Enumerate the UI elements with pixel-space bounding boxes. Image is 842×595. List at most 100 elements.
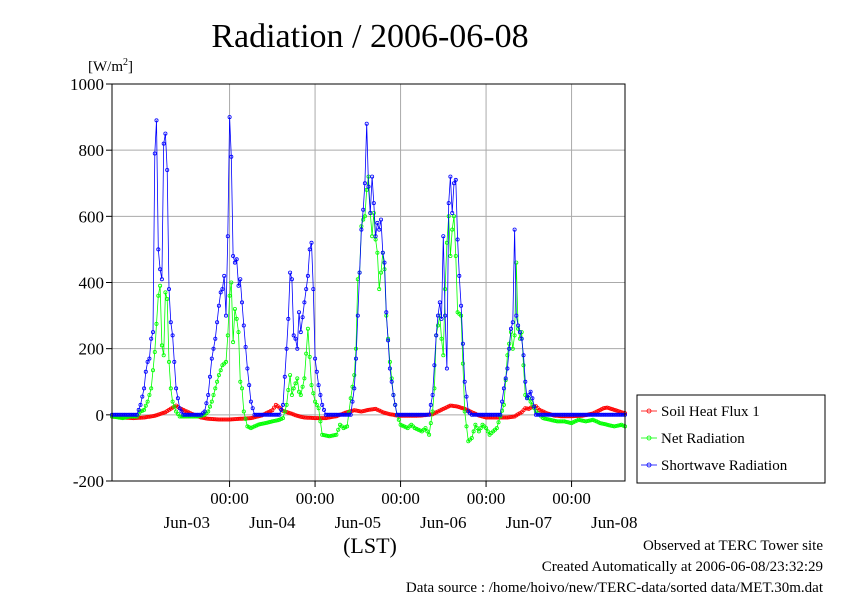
data-point <box>179 409 184 414</box>
data-point <box>273 418 278 423</box>
data-point <box>427 412 432 417</box>
series-net-radiation <box>110 174 628 444</box>
data-point <box>191 412 196 417</box>
y-axis-label: [W/m2] <box>88 57 133 75</box>
data-point <box>309 415 314 420</box>
data-point <box>170 333 175 338</box>
data-point <box>257 422 262 427</box>
data-point <box>174 409 179 414</box>
data-point <box>159 277 164 282</box>
data-point <box>494 426 499 431</box>
data-point <box>362 181 367 186</box>
data-point <box>457 273 462 278</box>
data-point <box>544 416 549 421</box>
data-point <box>553 418 558 423</box>
data-point <box>450 403 455 408</box>
y-axis-label-sup: 2 <box>123 57 128 68</box>
data-point <box>389 412 394 417</box>
data-point <box>288 373 293 378</box>
data-point <box>307 247 312 252</box>
x-date-label: Jun-06 <box>420 513 466 532</box>
data-point <box>548 417 553 422</box>
y-tick-label: 200 <box>79 340 105 359</box>
data-point <box>149 336 154 341</box>
data-point <box>311 391 316 396</box>
data-point <box>448 253 453 258</box>
data-point <box>225 234 230 239</box>
data-point <box>298 330 303 335</box>
data-point <box>327 434 332 439</box>
data-point <box>158 283 163 288</box>
data-point <box>159 411 164 416</box>
data-point <box>485 429 490 434</box>
data-point <box>150 368 155 373</box>
data-point <box>232 260 237 265</box>
data-point <box>140 394 145 399</box>
data-point <box>296 310 301 315</box>
data-point <box>530 396 535 401</box>
data-point <box>391 392 396 397</box>
data-point <box>321 407 326 412</box>
data-point <box>532 404 537 409</box>
data-point <box>275 418 280 423</box>
data-point <box>302 376 307 381</box>
data-point <box>352 386 357 391</box>
data-point <box>471 429 476 434</box>
data-point <box>580 418 585 423</box>
data-point <box>213 336 218 341</box>
y-tick-label: -200 <box>73 472 104 491</box>
data-point <box>380 250 385 255</box>
data-point <box>147 414 152 419</box>
data-point <box>193 412 198 417</box>
data-point <box>136 407 141 412</box>
data-point <box>423 426 428 431</box>
data-point <box>209 356 214 361</box>
data-point <box>450 210 455 215</box>
data-point <box>516 323 521 328</box>
data-point <box>220 417 225 422</box>
data-point <box>211 392 216 397</box>
data-point <box>288 270 293 275</box>
legend: Soil Heat Flux 1 Net Radiation Shortwave R… <box>636 394 826 484</box>
data-point <box>177 406 182 411</box>
data-point <box>525 406 530 411</box>
data-point <box>216 373 221 378</box>
data-point <box>427 432 432 437</box>
data-point <box>138 402 143 407</box>
legend-swatch-marker <box>646 408 652 414</box>
data-point <box>393 402 398 407</box>
y-tick-label: 400 <box>79 274 105 293</box>
legend-swatch-marker <box>646 435 652 441</box>
data-point <box>289 392 294 397</box>
data-point <box>457 405 462 410</box>
data-point <box>288 411 293 416</box>
data-point <box>304 351 309 356</box>
data-point <box>161 353 166 358</box>
data-point <box>216 303 221 308</box>
data-point <box>232 306 237 311</box>
data-point <box>334 432 339 437</box>
data-point <box>320 402 325 407</box>
y-tick-label: 0 <box>96 406 105 425</box>
data-point <box>298 414 303 419</box>
data-point <box>289 411 294 416</box>
data-point <box>154 321 159 326</box>
plot-frame <box>111 83 626 482</box>
data-point <box>386 338 391 343</box>
data-point <box>259 421 264 426</box>
data-point <box>204 416 209 421</box>
data-point <box>305 326 310 331</box>
data-point <box>599 421 604 426</box>
data-point <box>220 287 225 292</box>
data-point <box>293 336 298 341</box>
data-point <box>154 413 159 418</box>
data-point <box>307 415 312 420</box>
y-tick-label: 1000 <box>70 75 104 94</box>
legend-box <box>636 394 826 484</box>
data-point <box>437 300 442 305</box>
data-point <box>182 412 187 417</box>
data-point <box>286 387 291 392</box>
data-point <box>291 386 296 391</box>
data-point <box>542 416 547 421</box>
